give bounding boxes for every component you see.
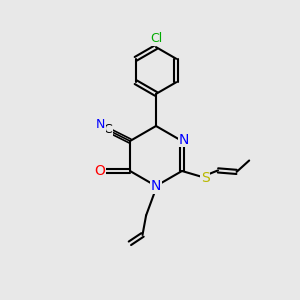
Text: Cl: Cl xyxy=(150,32,162,45)
Text: C: C xyxy=(104,123,112,136)
Text: N: N xyxy=(151,179,161,193)
Text: N: N xyxy=(178,133,189,146)
Text: O: O xyxy=(94,164,105,178)
Text: N: N xyxy=(96,118,105,131)
Text: S: S xyxy=(201,172,210,185)
